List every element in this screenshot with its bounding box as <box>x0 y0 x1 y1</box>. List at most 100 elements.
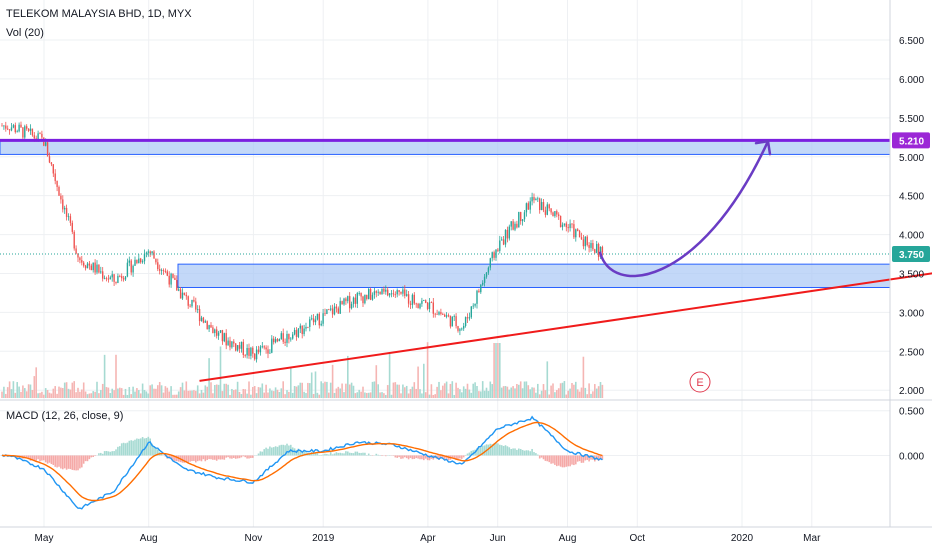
macd-histogram-bar <box>518 448 520 456</box>
macd-histogram-bar <box>512 448 514 456</box>
candle-body <box>590 243 592 248</box>
candle-body <box>341 301 343 305</box>
macd-histogram-bar <box>358 452 360 456</box>
macd-histogram-bar <box>453 455 455 460</box>
volume-bar <box>413 382 416 398</box>
macd-histogram-bar <box>470 450 473 456</box>
macd-histogram-bar <box>375 453 378 456</box>
volume-bar <box>508 389 511 398</box>
candle-body <box>508 226 510 239</box>
macd-histogram-bar <box>533 452 535 456</box>
candle-body <box>567 227 569 229</box>
support-zone[interactable] <box>177 263 891 288</box>
volume-bar <box>472 383 474 398</box>
candle-body <box>102 271 104 279</box>
candle-body <box>411 294 414 305</box>
volume-bar <box>271 390 273 398</box>
macd-histogram-bar <box>183 455 186 463</box>
macd-histogram-bar <box>413 455 416 459</box>
resistance-price-tag-label: 5.210 <box>899 136 924 147</box>
candle-body <box>379 291 381 295</box>
macd-histogram-bar <box>548 455 550 463</box>
volume-bar <box>278 392 281 398</box>
volume-bar <box>462 386 465 398</box>
candle-body <box>105 278 108 280</box>
volume-bar <box>265 384 267 398</box>
candle-body <box>419 303 421 309</box>
macd-histogram-bar <box>396 455 398 458</box>
candle-body <box>217 332 220 336</box>
x-tick-label: Oct <box>630 533 646 544</box>
volume-bar <box>476 385 478 398</box>
macd-histogram-bar <box>405 455 408 459</box>
volume-bar <box>434 394 436 398</box>
candle-body <box>193 299 195 302</box>
candle-body <box>174 277 176 281</box>
projection-arc[interactable] <box>598 140 770 278</box>
volume-bar <box>155 388 157 398</box>
candle-body <box>164 271 167 272</box>
volume-bar <box>189 390 191 398</box>
candle-body <box>415 303 417 305</box>
volume-bar <box>436 386 438 398</box>
volume-bar <box>423 363 425 398</box>
macd-histogram-bar <box>50 455 53 465</box>
x-tick-label: Aug <box>559 533 577 544</box>
candle-body <box>449 315 452 327</box>
volume-bar <box>571 383 573 398</box>
macd-histogram-bar <box>312 454 315 456</box>
earnings-marker[interactable] <box>689 371 711 393</box>
volume-bar <box>337 386 340 398</box>
candle-body <box>248 347 250 356</box>
macd-histogram-bar <box>54 455 56 467</box>
candle-body <box>153 251 155 259</box>
candle-body <box>586 236 588 246</box>
candle-body <box>445 315 448 317</box>
volume-bar <box>466 383 469 398</box>
macd-histogram-bar <box>521 449 524 456</box>
volume-bar <box>309 383 311 398</box>
macd-histogram-bar <box>489 443 492 456</box>
macd-histogram-bar <box>552 455 554 464</box>
volume-bar <box>322 383 324 398</box>
candle-body <box>521 219 524 222</box>
volume-bar <box>158 381 161 398</box>
macd-histogram-bar <box>196 455 199 462</box>
candle-body <box>398 290 400 292</box>
macd-histogram-bar <box>240 455 243 458</box>
drawings[interactable]: E <box>0 138 932 393</box>
volume-bar <box>227 384 229 398</box>
volume-bar <box>430 384 433 398</box>
candle-body <box>64 207 66 210</box>
trend-line[interactable] <box>199 272 932 382</box>
volume-bar <box>421 393 423 398</box>
volume-bar <box>172 394 174 398</box>
volume-bar <box>58 386 60 398</box>
macd-histogram-bar <box>601 455 604 460</box>
candle-body <box>293 330 296 335</box>
candle-body <box>200 317 203 322</box>
macd-histogram-bar <box>227 455 229 458</box>
macd-histogram-bar <box>514 448 516 456</box>
macd-histogram-bar <box>400 455 402 459</box>
candle-body <box>457 326 459 331</box>
macd-histogram-bar <box>537 454 539 456</box>
volume-bar <box>461 392 463 398</box>
macd-histogram-bar <box>569 455 571 467</box>
macd-histogram-bar <box>147 436 150 456</box>
volume-bar <box>210 382 212 398</box>
candle-body <box>407 294 410 304</box>
volume-bar <box>221 391 224 398</box>
volume-bar <box>233 390 235 398</box>
macd-histogram-bar <box>27 455 30 460</box>
candle-body <box>432 302 434 314</box>
macd-histogram-bar <box>424 455 427 459</box>
candle-body <box>316 313 319 320</box>
volume-bar <box>398 384 400 398</box>
candle-body <box>12 125 15 128</box>
candle-body <box>385 289 387 292</box>
candle-body <box>409 303 412 305</box>
volume-bar <box>341 383 343 398</box>
macd-histogram-bar <box>261 451 264 456</box>
